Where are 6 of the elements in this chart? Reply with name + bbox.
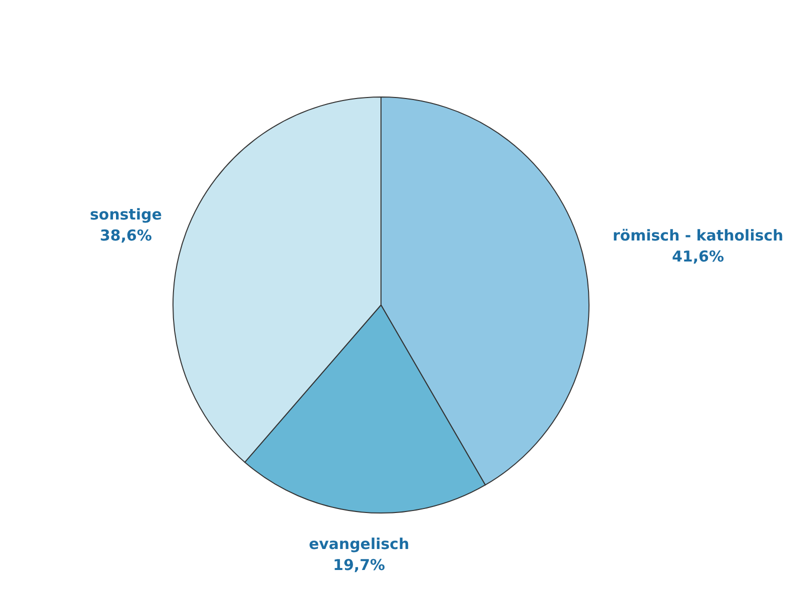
data-label: 38,6% — [100, 226, 152, 245]
data-label: 19,7% — [333, 556, 386, 574]
slice-label: römisch - katholisch — [612, 226, 784, 245]
data-label: 41,6% — [672, 248, 724, 266]
slice-label: evangelisch — [308, 534, 410, 553]
slice-label: sonstige — [90, 206, 162, 224]
